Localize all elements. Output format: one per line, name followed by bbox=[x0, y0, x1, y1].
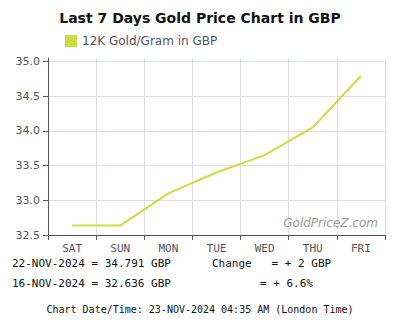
svg-text:12K Gold/Gram in GBP: 12K Gold/Gram in GBP bbox=[82, 34, 217, 48]
svg-text:16-NOV-2024 = 32.636 GBP: 16-NOV-2024 = 32.636 GBP bbox=[12, 277, 171, 290]
svg-text:THU: THU bbox=[303, 242, 323, 255]
svg-text:Change = + 2 GBP: Change = + 2 GBP bbox=[212, 257, 332, 270]
svg-text:34.0: 34.0 bbox=[16, 124, 41, 137]
svg-text:34.5: 34.5 bbox=[16, 90, 41, 103]
svg-text:Chart Date/Time: 23-NOV-2024 0: Chart Date/Time: 23-NOV-2024 04:35 AM (L… bbox=[46, 304, 353, 315]
svg-text:MON: MON bbox=[158, 242, 178, 255]
svg-text:33.5: 33.5 bbox=[16, 159, 41, 172]
svg-text:22-NOV-2024 = 34.791 GBP: 22-NOV-2024 = 34.791 GBP bbox=[12, 257, 171, 270]
svg-text:GoldPriceZ.com: GoldPriceZ.com bbox=[283, 216, 378, 230]
svg-text:32.5: 32.5 bbox=[16, 229, 41, 242]
svg-text:TUE: TUE bbox=[207, 242, 227, 255]
svg-text:= + 6.6%: = + 6.6% bbox=[260, 277, 313, 290]
svg-text:Last 7 Days Gold Price Chart i: Last 7 Days Gold Price Chart in GBP bbox=[59, 10, 341, 26]
svg-text:33.0: 33.0 bbox=[16, 194, 41, 207]
svg-text:SAT: SAT bbox=[62, 242, 82, 255]
svg-text:SUN: SUN bbox=[110, 242, 130, 255]
svg-text:35.0: 35.0 bbox=[16, 55, 41, 68]
svg-text:WED: WED bbox=[255, 242, 275, 255]
svg-text:FRI: FRI bbox=[351, 242, 371, 255]
